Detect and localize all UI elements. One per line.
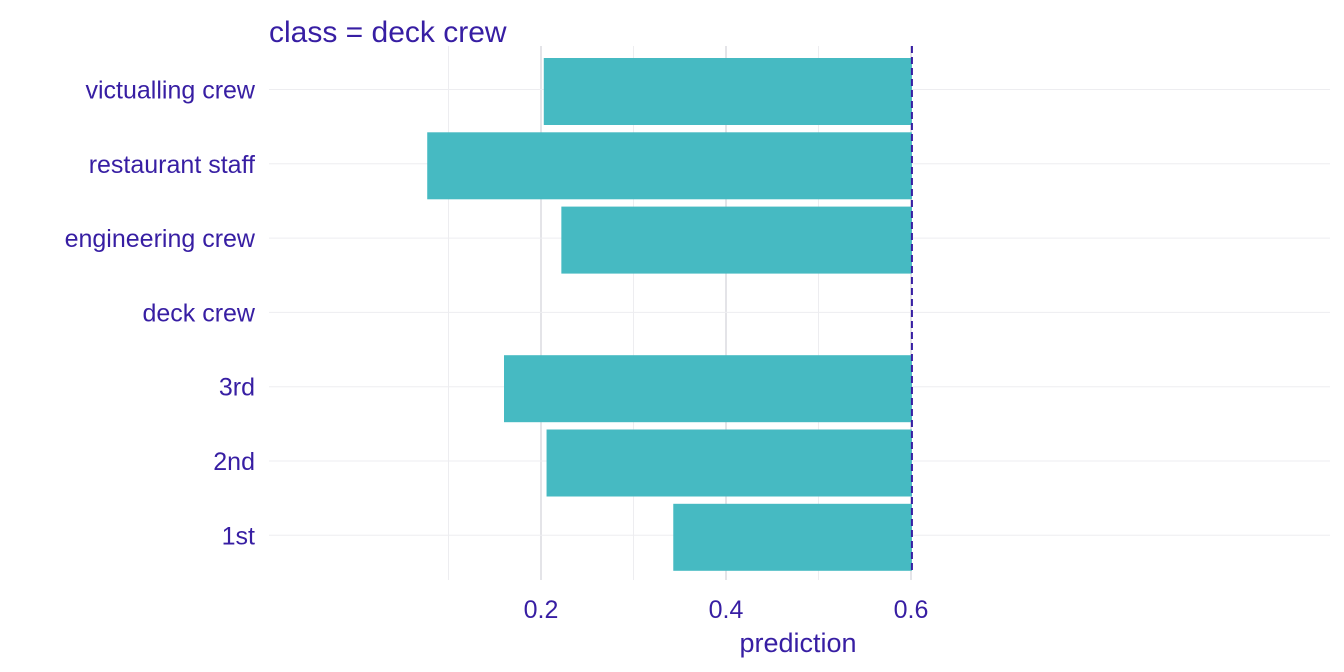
category-label: engineering crew <box>65 225 256 253</box>
category-label: 2nd <box>213 448 255 476</box>
category-label: 1st <box>222 522 255 550</box>
bar <box>504 355 912 423</box>
bar <box>561 206 912 274</box>
bar <box>673 503 912 571</box>
labels: 0.2 0.4 0.6 victualling crew restaurant staf… <box>65 77 929 625</box>
grid <box>269 46 1330 580</box>
facet-title: class = deck crew <box>269 16 507 49</box>
bar <box>546 429 912 497</box>
bar <box>543 58 912 125</box>
category-label: 3rd <box>219 374 255 402</box>
category-label: deck crew <box>142 299 255 327</box>
category-label: victualling crew <box>85 77 255 105</box>
x-axis-title: prediction <box>739 628 856 658</box>
x-tick-label: 0.2 <box>524 596 559 624</box>
x-tick-label: 0.6 <box>894 596 929 624</box>
category-label: restaurant staff <box>89 151 255 179</box>
bars <box>427 58 912 571</box>
x-tick-label: 0.4 <box>709 596 744 624</box>
bar <box>427 132 912 200</box>
